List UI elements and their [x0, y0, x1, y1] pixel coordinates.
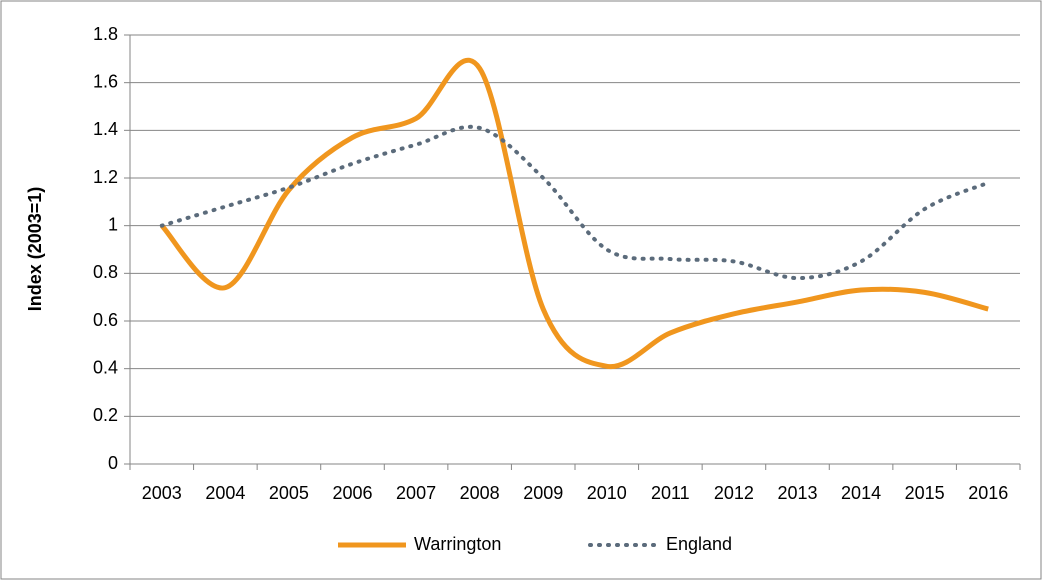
- x-tick-label: 2011: [651, 483, 690, 503]
- x-tick-label: 2007: [396, 483, 436, 503]
- y-axis-label: Index (2003=1): [25, 187, 45, 312]
- legend-label: England: [666, 534, 732, 554]
- x-tick-label: 2008: [460, 483, 500, 503]
- x-tick-label: 2013: [777, 483, 817, 503]
- x-tick-label: 2005: [269, 483, 309, 503]
- y-tick-label: 0.8: [93, 262, 118, 282]
- line-series: [159, 124, 991, 281]
- x-tick-label: 2009: [523, 483, 563, 503]
- legend-label: Warrington: [414, 534, 501, 554]
- x-tick-label: 2016: [968, 483, 1008, 503]
- x-tick-label: 2015: [905, 483, 945, 503]
- line-series: [159, 57, 989, 369]
- x-tick-label: 2006: [332, 483, 372, 503]
- y-tick-label: 1.2: [93, 167, 118, 187]
- x-tick-label: 2010: [587, 483, 627, 503]
- y-tick-label: 1.4: [93, 119, 118, 139]
- y-tick-label: 1: [108, 214, 118, 234]
- y-tick-label: 1.6: [93, 71, 118, 91]
- y-tick-label: 1.8: [93, 24, 118, 44]
- x-tick-label: 2014: [841, 483, 881, 503]
- y-tick-label: 0.4: [93, 357, 118, 377]
- y-tick-label: 0.6: [93, 310, 118, 330]
- y-tick-label: 0.2: [93, 405, 118, 425]
- y-tick-label: 0: [108, 453, 118, 473]
- x-tick-label: 2003: [142, 483, 182, 503]
- x-tick-label: 2004: [205, 483, 245, 503]
- x-tick-label: 2012: [714, 483, 754, 503]
